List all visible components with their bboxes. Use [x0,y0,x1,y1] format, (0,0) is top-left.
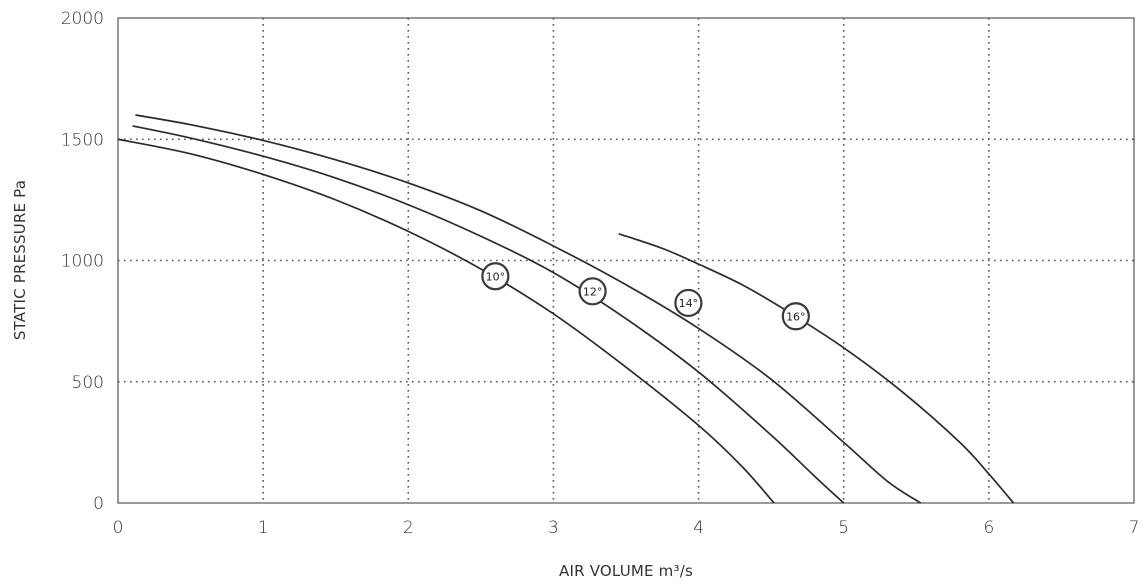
x-tick-label: 6 [983,518,994,538]
y-tick-label: 1000 [61,252,104,272]
x-tick-label: 0 [113,518,124,538]
curve-series [132,125,845,504]
curve-label-text: 12° [583,285,603,298]
curve-label-badge: 10° [481,262,510,291]
x-tick-label: 1 [258,518,269,538]
curve-label-text: 14° [679,297,699,310]
curve-series [135,114,922,504]
curve-label-circle [781,302,810,331]
tick-labels: 0 1 2 3 4 5 6 7 0 500 1000 1500 2000 [61,9,1140,538]
x-tick-label: 3 [548,518,559,538]
curve-label-badge: 14° [674,288,703,318]
curves [117,114,1015,504]
curve-label-circle [578,277,607,306]
curve-label-circle [481,262,510,291]
curve-label-circle [674,288,703,318]
curve-label-badge: 12° [578,277,607,306]
curve-label-text: 10° [486,270,506,283]
x-tick-label: 2 [403,518,414,538]
x-tick-label: 5 [838,518,849,538]
y-tick-label: 0 [93,494,104,514]
curve-series [618,233,1015,504]
y-axis-title: STATIC PRESSURE Pa [11,180,29,340]
x-tick-label: 4 [693,518,704,538]
y-tick-label: 1500 [61,130,104,150]
curve-series [117,138,775,504]
y-tick-label: 500 [72,373,104,393]
x-axis-title: AIR VOLUME m³/s [559,562,693,580]
curve-labels: 10° 12° 14° 16° [481,262,810,331]
curve-label-badge: 16° [781,302,810,331]
x-tick-label: 7 [1129,518,1140,538]
plot-frame [117,17,1135,504]
curve-label-text: 16° [786,310,806,323]
grid [118,18,1134,503]
y-tick-label: 2000 [61,9,104,29]
